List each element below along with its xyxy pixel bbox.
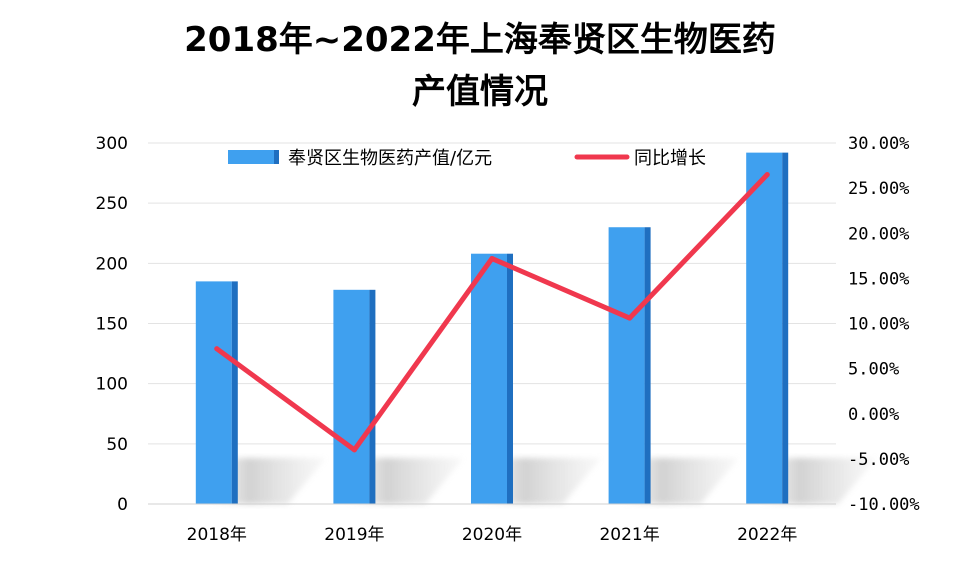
bar-side bbox=[507, 253, 513, 504]
bar bbox=[746, 152, 783, 505]
left-axis: 0 50 100 150 200 250 300 bbox=[96, 134, 128, 515]
left-tick-label: 150 bbox=[96, 315, 128, 335]
x-tick-label: 2020年 bbox=[462, 525, 522, 545]
bar-series bbox=[195, 152, 789, 505]
x-axis: 2018年 2019年 2020年 2021年 2022年 bbox=[148, 503, 836, 545]
legend-label-line: 同比增长 bbox=[634, 148, 706, 169]
right-tick-label: 20.00% bbox=[848, 224, 909, 244]
right-tick-label: 5.00% bbox=[848, 360, 899, 380]
chart-title-line1: 2018年~2022年上海奉贤区生物医药 bbox=[184, 20, 776, 60]
left-tick-label: 250 bbox=[96, 194, 128, 214]
right-tick-label: 0.00% bbox=[848, 405, 899, 425]
right-tick-label: 15.00% bbox=[848, 269, 909, 289]
x-tick-label: 2018年 bbox=[187, 525, 247, 545]
right-tick-label: 30.00% bbox=[848, 134, 909, 154]
x-tick-label: 2019年 bbox=[324, 525, 384, 545]
right-axis: -10.00% -5.00% 0.00% 5.00% 10.00% 15.00% 20.00… bbox=[848, 134, 920, 515]
line-series bbox=[214, 172, 770, 453]
legend-swatch-bar bbox=[228, 150, 278, 164]
bar-side bbox=[369, 289, 376, 504]
bar-side bbox=[231, 281, 238, 504]
right-tick-label: 10.00% bbox=[848, 315, 909, 335]
growth-point bbox=[214, 346, 220, 352]
chart-title: 2018年~2022年上海奉贤区生物医药 产值情况 bbox=[0, 14, 960, 118]
legend-swatch-bar-side bbox=[274, 150, 279, 164]
growth-point bbox=[351, 447, 357, 453]
chart-title-line2: 产值情况 bbox=[412, 72, 548, 112]
left-tick-label: 0 bbox=[117, 495, 128, 515]
left-tick-label: 50 bbox=[106, 435, 128, 455]
x-tick-label: 2022年 bbox=[737, 525, 797, 545]
left-tick-label: 100 bbox=[96, 375, 128, 395]
bar-side bbox=[644, 227, 651, 504]
right-tick-label: 25.00% bbox=[848, 179, 909, 199]
left-tick-label: 300 bbox=[96, 134, 128, 154]
bar-side bbox=[782, 152, 789, 505]
legend: 奉贤区生物医药产值/亿元 同比增长 bbox=[228, 148, 706, 169]
x-tick-label: 2021年 bbox=[599, 525, 659, 545]
growth-point bbox=[764, 172, 770, 178]
bar bbox=[195, 281, 232, 504]
bar bbox=[471, 253, 507, 504]
legend-label-bar: 奉贤区生物医药产值/亿元 bbox=[288, 148, 492, 169]
right-tick-label: -10.00% bbox=[848, 495, 920, 515]
bar bbox=[608, 227, 645, 504]
growth-point bbox=[627, 315, 633, 321]
right-tick-label: -5.00% bbox=[848, 450, 909, 470]
growth-point bbox=[489, 256, 495, 262]
left-tick-label: 200 bbox=[96, 254, 128, 274]
bar bbox=[333, 289, 370, 504]
